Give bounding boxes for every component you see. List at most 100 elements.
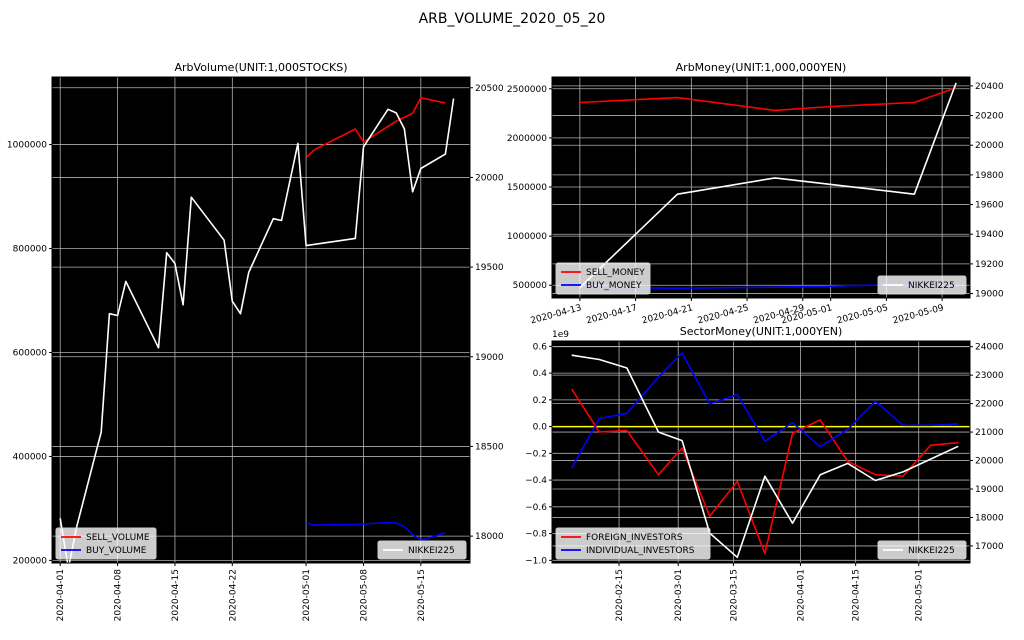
legend-label: BUY_MONEY — [586, 281, 642, 291]
y-tick-label: 400000 — [13, 452, 48, 462]
plot-area — [52, 77, 470, 563]
y2-tick-label: 20000 — [475, 173, 504, 183]
legend-label: NIKKEI225 — [408, 546, 455, 556]
y2-tick-label: 19000 — [975, 485, 1004, 495]
legend: SELL_MONEY BUY_MONEY — [555, 262, 651, 295]
x-tick-label: 2020-05-01 — [915, 569, 925, 621]
legend-label: INDIVIDUAL_INVESTORS — [586, 546, 695, 556]
series-line-nikkei225 — [579, 82, 957, 289]
y-tick-label: −0.8 — [525, 530, 547, 540]
y-tick-label: 0.2 — [533, 396, 547, 406]
legend-box — [877, 275, 967, 295]
grid — [52, 77, 470, 563]
y2-tick-label: 19000 — [975, 290, 1004, 300]
y-tick-label: −1.0 — [525, 556, 547, 566]
chart-title: SectorMoney(UNIT:1,000YEN) — [680, 325, 843, 338]
x-tick-label: 2020-04-21 — [641, 303, 694, 326]
chart-title: ArbVolume(UNIT:1,000STOCKS) — [175, 61, 348, 74]
legend: FOREIGN_INVESTORS INDIVIDUAL_INVESTORS — [555, 527, 711, 560]
legend: SELL_VOLUME BUY_VOLUME — [55, 527, 157, 560]
y-tick-label: −0.4 — [525, 476, 547, 486]
y-tick-label: 2000000 — [507, 134, 547, 144]
legend-label: FOREIGN_INVESTORS — [586, 533, 683, 543]
plot-frame — [51, 76, 471, 564]
x-tick-label: 2020-05-15 — [417, 569, 427, 621]
legend-box — [377, 540, 467, 560]
x-tick-label: 2020-04-08 — [114, 569, 124, 622]
series-line-individual-investors — [571, 352, 959, 469]
legend-label: SELL_MONEY — [586, 268, 645, 278]
legend: NIKKEI225 — [877, 540, 967, 560]
series-line-foreign-investors — [571, 388, 959, 555]
legend-box — [555, 262, 651, 295]
y2-tick-label: 19600 — [975, 201, 1004, 211]
arb-money-chart: ArbMoney(UNIT:1,000,000YEN) 500000 1000000… — [507, 61, 1004, 326]
y-tick-label: 1000000 — [507, 232, 547, 242]
y-tick-label: 800000 — [13, 245, 48, 255]
y2-tick-label: 19500 — [475, 263, 504, 273]
plot-area — [552, 341, 970, 563]
plot-area — [552, 77, 970, 298]
y2-tick-label: 19400 — [975, 230, 1004, 240]
y2-tick-label: 20000 — [975, 457, 1004, 467]
x-tick-label: 2020-03-01 — [674, 569, 684, 621]
legend: NIKKEI225 — [877, 275, 967, 295]
y-tick-label: 600000 — [13, 348, 48, 358]
legend-label: BUY_VOLUME — [86, 546, 147, 556]
y2-tick-label: 21000 — [975, 428, 1004, 438]
y2-tick-label: 18000 — [475, 532, 504, 542]
legend-label: NIKKEI225 — [908, 281, 955, 291]
y-offset-label: 1e9 — [552, 330, 569, 340]
x-tick-label: 2020-04-01 — [56, 569, 66, 621]
x-tick-label: 2020-04-15 — [852, 569, 862, 621]
y-tick-label: 0.0 — [533, 423, 548, 433]
x-tick-label: 2020-04-25 — [697, 303, 750, 326]
y2-tick-label: 17000 — [975, 542, 1004, 552]
y2-tick-label: 20000 — [975, 141, 1004, 151]
y-tick-label: 0.4 — [533, 369, 548, 379]
chart-title: ArbMoney(UNIT:1,000,000YEN) — [676, 61, 847, 74]
x-tick-label: 2020-05-01 — [302, 569, 312, 621]
x-tick-label: 2020-03-15 — [729, 569, 739, 621]
y2-tick-label: 18000 — [975, 513, 1004, 523]
y-tick-label: 200000 — [13, 556, 48, 566]
series-line-sell-money — [579, 87, 957, 112]
legend-label: NIKKEI225 — [908, 546, 955, 556]
x-tick-label: 2020-04-13 — [530, 303, 583, 326]
y-tick-label: 0.6 — [533, 342, 548, 352]
legend: NIKKEI225 — [377, 540, 467, 560]
legend-box — [877, 540, 967, 560]
y-tick-label: 2500000 — [507, 85, 547, 95]
x-tick-label: 2020-05-05 — [836, 303, 889, 326]
series-line-nikkei225 — [571, 354, 959, 559]
x-tick-label: 2020-04-01 — [796, 569, 806, 621]
y2-tick-label: 20400 — [975, 82, 1004, 92]
y2-tick-label: 22000 — [975, 400, 1004, 410]
y-tick-label: 500000 — [513, 281, 548, 291]
y-tick-label: −0.6 — [525, 503, 547, 513]
y-tick-label: 1500000 — [507, 183, 547, 193]
series-line-buy-volume — [305, 521, 446, 541]
x-tick-label: 2020-04-15 — [171, 569, 181, 621]
y-tick-label: 1000000 — [7, 141, 47, 151]
y2-tick-label: 19000 — [475, 353, 504, 363]
y2-tick-label: 23000 — [975, 371, 1004, 381]
y2-tick-label: 20500 — [475, 84, 504, 94]
figure-suptitle: ARB_VOLUME_2020_05_20 — [419, 11, 606, 27]
y2-tick-label: 24000 — [975, 343, 1004, 353]
series-line-sell-volume — [305, 97, 446, 159]
y2-tick-label: 19800 — [975, 171, 1004, 181]
x-tick-label: 2020-04-22 — [228, 569, 238, 621]
y2-tick-label: 20200 — [975, 112, 1004, 122]
series-line-nikkei225 — [59, 98, 455, 570]
sector-money-chart: SectorMoney(UNIT:1,000YEN) −1.0 −0.8 −0.6 −0… — [525, 325, 1004, 621]
y2-tick-label: 19200 — [975, 260, 1004, 270]
x-tick-label: 2020-05-09 — [892, 303, 945, 326]
legend-box — [55, 527, 157, 560]
y-tick-label: −0.2 — [525, 449, 547, 459]
grid — [552, 341, 970, 563]
plot-frame — [551, 340, 971, 564]
x-tick-label: 2020-04-17 — [585, 303, 638, 326]
x-tick-label: 2020-05-08 — [359, 569, 369, 622]
